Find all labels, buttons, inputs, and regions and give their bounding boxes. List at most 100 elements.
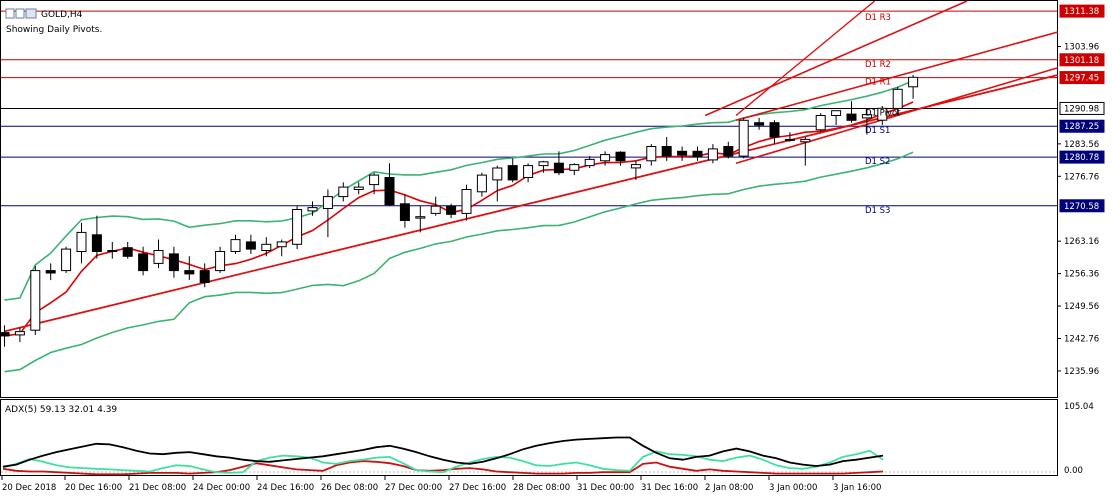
candle-body-0 [0,332,10,337]
time-axis: 20 Dec 2018 20 Dec 16:00 21 Dec 08:00 24 De… [1,476,881,493]
candle-body-39 [600,154,611,162]
time-tick-label-2: 21 Dec 08:00 [129,483,186,493]
candle-body-25 [384,177,395,206]
candle-body-32 [492,167,503,181]
pivot-price-label-6: 1270.58 [1064,202,1099,212]
candle-body-34 [523,165,534,179]
candle-body-36 [553,162,564,174]
channel-middle [735,31,1059,122]
candle-body-23 [353,186,364,191]
pivot-price-label-4: 1287.25 [1064,122,1099,132]
price-axis: 1303.96 1283.56 1276.76 1263.16 1256.36 1249.… [1057,4,1105,377]
price-tick-label-7: 1256.36 [1064,270,1099,280]
pivot-price-box-5 [1059,150,1105,164]
candle-body-57 [877,107,888,121]
bollinger-bands [4,79,914,373]
candle-body-58 [892,88,903,109]
symbol-label: GOLD,H4 [41,10,83,20]
candle-body-37 [569,164,580,171]
time-tick-label-4: 24 Dec 16:00 [257,483,314,493]
pivot-price-box-2 [1059,71,1105,85]
candle-body-24 [369,174,380,186]
candle-body-49 [754,122,765,126]
candle-body-52 [800,138,811,143]
candle-body-4 [61,248,72,272]
chart-icon [5,8,15,19]
candle-body-22 [338,186,349,198]
pivot-name-6: D1 S3 [865,206,890,216]
candle-body-1 [14,331,25,336]
candle-body-18 [276,241,287,248]
candle-body-54 [831,110,842,116]
candle-body-12 [184,270,195,275]
bollinger-upper [4,79,914,301]
candle-body-19 [292,209,303,245]
pivot-labels: D1 R3 D1 R2 D1 R1 D1 Pivot D1 S1 D1 S2 D1 S3 [865,13,901,216]
bollinger-lower [4,151,914,373]
candle-body-31 [476,174,487,193]
indicator-pane-frame [0,399,1058,476]
price-tick-label-4: 1276.76 [1064,172,1099,182]
candle-body-30 [461,189,472,214]
channel-lower [735,67,1059,164]
candle-body-2 [30,270,41,331]
candle-body-10 [153,250,164,264]
time-tick-label-5: 26 Dec 08:00 [321,483,378,493]
candle-body-6 [91,234,102,253]
candle-body-47 [723,146,734,157]
candle-body-48 [738,119,749,157]
pivot-price-box-3 [1059,101,1105,115]
pivot-price-box-0 [1059,4,1105,18]
pivot-price-label-0: 1311.38 [1064,7,1099,17]
candle-body-8 [122,247,133,257]
channel-steep [735,0,876,117]
time-tick-label-1: 20 Dec 16:00 [65,483,122,493]
price-tick-label-8: 1249.56 [1064,302,1099,312]
time-tick-label-11: 2 Jan 08:00 [705,483,753,493]
pivot-price-label-3: 1290.98 [1064,104,1099,114]
candle-body-56 [861,114,872,119]
time-tick-label-0: 20 Dec 2018 [2,483,56,493]
candle-body-51 [784,138,795,141]
candle-body-44 [677,150,688,156]
candle-body-53 [815,115,826,131]
time-tick-label-12: 3 Jan 00:00 [769,483,817,493]
candle-body-14 [215,251,226,272]
pivot-price-box-1 [1059,53,1105,67]
time-tick-label-9: 31 Dec 00:00 [577,483,634,493]
candle-body-26 [399,203,410,222]
candle-body-38 [584,158,595,167]
candle-body-40 [615,151,626,162]
main-chart-frame [0,0,1058,398]
candle-body-59 [908,76,919,88]
price-tick-label-6: 1263.16 [1064,237,1099,247]
pivot-lines [1,10,1057,207]
candle-body-46 [707,148,718,161]
time-tick-label-6: 27 Dec 00:00 [385,483,442,493]
candle-body-7 [107,250,118,252]
time-tick-label-10: 31 Dec 16:00 [641,483,698,493]
candle-body-28 [430,205,441,214]
pivot-price-box-4 [1059,119,1105,133]
candles [0,74,919,347]
indicator-tick-bottom: 0.00 [1064,466,1083,476]
price-tick-label-10: 1235.96 [1064,367,1099,377]
pivot-name-0: D1 R3 [865,13,891,23]
candle-body-33 [507,165,518,181]
pivot-price-label-1: 1301.18 [1064,56,1099,66]
plus-di-line [2,449,884,474]
price-tick-label-3: 1283.56 [1064,140,1099,150]
candle-body-20 [307,207,318,212]
pivot-name-3: D1 Pivot [865,108,901,118]
chart-icon-3 [25,8,37,19]
candle-body-13 [199,270,210,284]
candle-body-55 [846,113,857,121]
price-tick-label-9: 1242.76 [1064,335,1099,345]
chart-icon-2 [15,8,25,19]
candle-body-27 [415,216,426,219]
candle-body-29 [446,205,457,215]
pivot-name-5: D1 S2 [865,157,890,167]
candle-body-11 [168,253,179,272]
pivot-name-2: D1 R1 [865,78,891,88]
